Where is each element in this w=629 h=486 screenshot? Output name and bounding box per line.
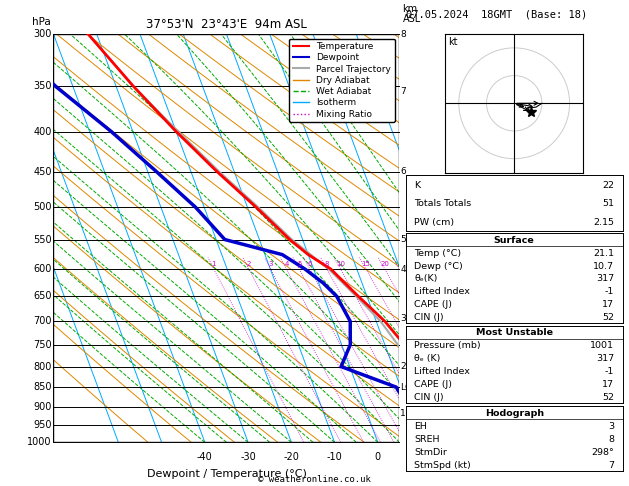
- Text: 317: 317: [596, 275, 614, 283]
- Text: 52: 52: [602, 393, 614, 402]
- Text: 317: 317: [596, 354, 614, 363]
- Text: 07.05.2024  18GMT  (Base: 18): 07.05.2024 18GMT (Base: 18): [406, 9, 587, 19]
- Text: Dewpoint / Temperature (°C): Dewpoint / Temperature (°C): [147, 469, 306, 479]
- Text: 1: 1: [211, 261, 216, 267]
- Text: 30: 30: [501, 452, 514, 463]
- Text: SREH: SREH: [415, 435, 440, 444]
- Text: 52: 52: [602, 313, 614, 322]
- Text: 8: 8: [401, 30, 406, 38]
- Text: θₑ(K): θₑ(K): [415, 275, 438, 283]
- Text: 900: 900: [33, 401, 52, 412]
- Text: © weatheronline.co.uk: © weatheronline.co.uk: [258, 474, 371, 484]
- Text: 3: 3: [608, 422, 614, 431]
- Text: Surface: Surface: [494, 236, 535, 245]
- Text: 2: 2: [247, 261, 251, 267]
- Text: 15: 15: [362, 261, 370, 267]
- Text: 800: 800: [33, 362, 52, 372]
- Text: 2: 2: [401, 362, 406, 371]
- Text: 0: 0: [375, 452, 381, 463]
- Text: 40: 40: [545, 452, 557, 463]
- Text: CIN (J): CIN (J): [415, 313, 444, 322]
- Text: Lifted Index: Lifted Index: [415, 367, 470, 376]
- Text: 6: 6: [401, 167, 406, 176]
- Text: 8: 8: [325, 261, 329, 267]
- Text: 950: 950: [33, 420, 52, 430]
- Text: 3: 3: [269, 261, 273, 267]
- Text: Hodograph: Hodograph: [485, 409, 543, 417]
- Text: 600: 600: [33, 264, 52, 274]
- Text: 20: 20: [458, 452, 470, 463]
- Text: -30: -30: [240, 452, 256, 463]
- Text: hPa: hPa: [31, 17, 50, 27]
- Text: StmDir: StmDir: [415, 448, 447, 457]
- Text: Most Unstable: Most Unstable: [476, 328, 553, 337]
- Text: kt: kt: [448, 37, 457, 47]
- Text: 22: 22: [602, 181, 614, 190]
- Text: 3: 3: [401, 314, 406, 323]
- Text: 7: 7: [608, 461, 614, 470]
- Text: -40: -40: [197, 452, 213, 463]
- Text: CAPE (J): CAPE (J): [415, 380, 452, 389]
- Text: 5: 5: [297, 261, 301, 267]
- Text: 350: 350: [33, 81, 52, 91]
- Text: 850: 850: [33, 382, 52, 392]
- Text: 500: 500: [33, 202, 52, 212]
- Text: 550: 550: [33, 235, 52, 244]
- Text: 1000: 1000: [27, 437, 52, 447]
- Text: 7: 7: [401, 87, 406, 96]
- Text: Lifted Index: Lifted Index: [415, 287, 470, 296]
- Text: 298°: 298°: [591, 448, 614, 457]
- Text: km
ASL: km ASL: [403, 4, 421, 24]
- Text: CAPE (J): CAPE (J): [415, 300, 452, 309]
- Text: K: K: [415, 181, 421, 190]
- Text: PW (cm): PW (cm): [415, 218, 455, 227]
- Text: 17: 17: [602, 300, 614, 309]
- Title: 37°53'N  23°43'E  94m ASL: 37°53'N 23°43'E 94m ASL: [146, 18, 307, 32]
- Text: StmSpd (kt): StmSpd (kt): [415, 461, 471, 470]
- Text: -1: -1: [604, 367, 614, 376]
- Text: 450: 450: [33, 167, 52, 176]
- Text: Dewp (°C): Dewp (°C): [415, 261, 463, 271]
- Text: CIN (J): CIN (J): [415, 393, 444, 402]
- Text: -20: -20: [284, 452, 299, 463]
- Text: 400: 400: [33, 126, 52, 137]
- Text: 4: 4: [401, 264, 406, 274]
- Text: 21.1: 21.1: [593, 249, 614, 258]
- Text: 10: 10: [415, 452, 427, 463]
- Legend: Temperature, Dewpoint, Parcel Trajectory, Dry Adiabat, Wet Adiabat, Isotherm, Mi: Temperature, Dewpoint, Parcel Trajectory…: [289, 38, 395, 122]
- Text: 750: 750: [33, 340, 52, 350]
- Text: 10.7: 10.7: [593, 261, 614, 271]
- Text: 6: 6: [308, 261, 312, 267]
- Text: 17: 17: [602, 380, 614, 389]
- Text: θₑ (K): θₑ (K): [415, 354, 441, 363]
- Text: LCL: LCL: [401, 383, 416, 393]
- Text: Pressure (mb): Pressure (mb): [415, 341, 481, 350]
- Text: Temp (°C): Temp (°C): [415, 249, 462, 258]
- Text: 10: 10: [336, 261, 345, 267]
- Text: 51: 51: [602, 199, 614, 208]
- Text: 5: 5: [401, 235, 406, 244]
- Text: 1001: 1001: [590, 341, 614, 350]
- Text: 700: 700: [33, 316, 52, 326]
- Text: 20: 20: [381, 261, 389, 267]
- Text: 2.15: 2.15: [593, 218, 614, 227]
- Text: 300: 300: [33, 29, 52, 39]
- Text: Totals Totals: Totals Totals: [415, 199, 472, 208]
- Text: -10: -10: [326, 452, 342, 463]
- Text: 650: 650: [33, 291, 52, 301]
- Text: -1: -1: [604, 287, 614, 296]
- Text: 1: 1: [401, 410, 406, 418]
- Text: 4: 4: [284, 261, 289, 267]
- Text: 8: 8: [608, 435, 614, 444]
- Text: EH: EH: [415, 422, 427, 431]
